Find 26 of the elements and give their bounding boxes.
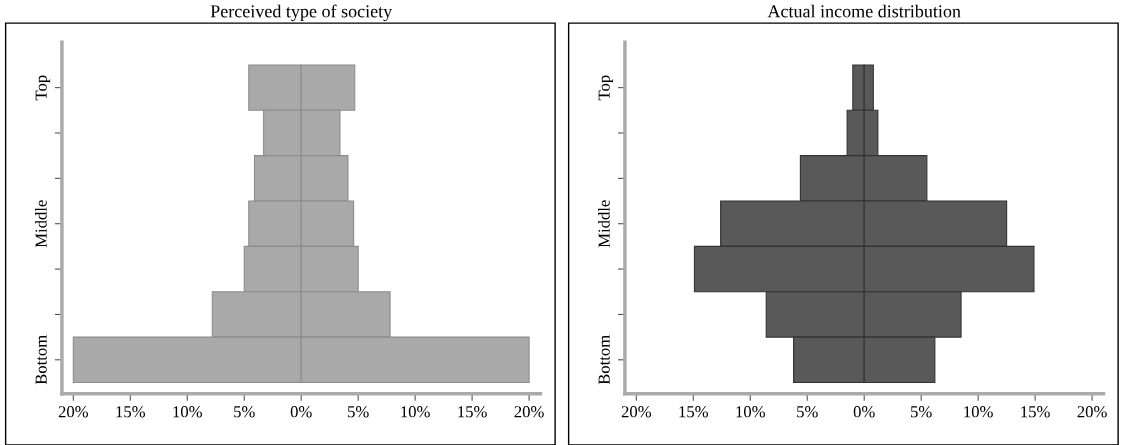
x-tick-label: 10% xyxy=(964,406,993,418)
chart-title: Actual income distribution xyxy=(767,4,961,18)
x-tick-label: 5% xyxy=(348,406,369,418)
y-tick-label: Bottom xyxy=(598,335,610,385)
x-tick-label: 15% xyxy=(458,406,487,418)
x-tick-label: 5% xyxy=(797,406,818,418)
x-tick-label: 20% xyxy=(514,406,544,418)
x-tick-label: 0% xyxy=(853,406,875,418)
y-tick-label: Top xyxy=(598,75,614,101)
x-tick-label: 20% xyxy=(58,406,89,418)
x-tick-label: 0% xyxy=(290,406,312,418)
y-tick-label: Top xyxy=(35,75,51,101)
x-tick-label: 20% xyxy=(1077,406,1107,418)
y-tick-label: Middle xyxy=(35,200,47,248)
y-tick-label: Bottom xyxy=(35,335,47,385)
x-tick-label: 10% xyxy=(736,406,765,418)
chart-title: Perceived type of society xyxy=(210,4,393,22)
x-tick-label: 15% xyxy=(116,406,145,418)
y-tick-label: Middle xyxy=(598,200,610,248)
x-tick-label: 10% xyxy=(401,406,430,418)
x-tick-label: 10% xyxy=(173,406,202,418)
x-tick-label: 15% xyxy=(1021,406,1050,418)
x-tick-label: 20% xyxy=(621,406,652,418)
x-tick-label: 5% xyxy=(911,406,932,418)
x-tick-label: 5% xyxy=(234,406,255,418)
x-tick-label: 15% xyxy=(679,406,708,418)
